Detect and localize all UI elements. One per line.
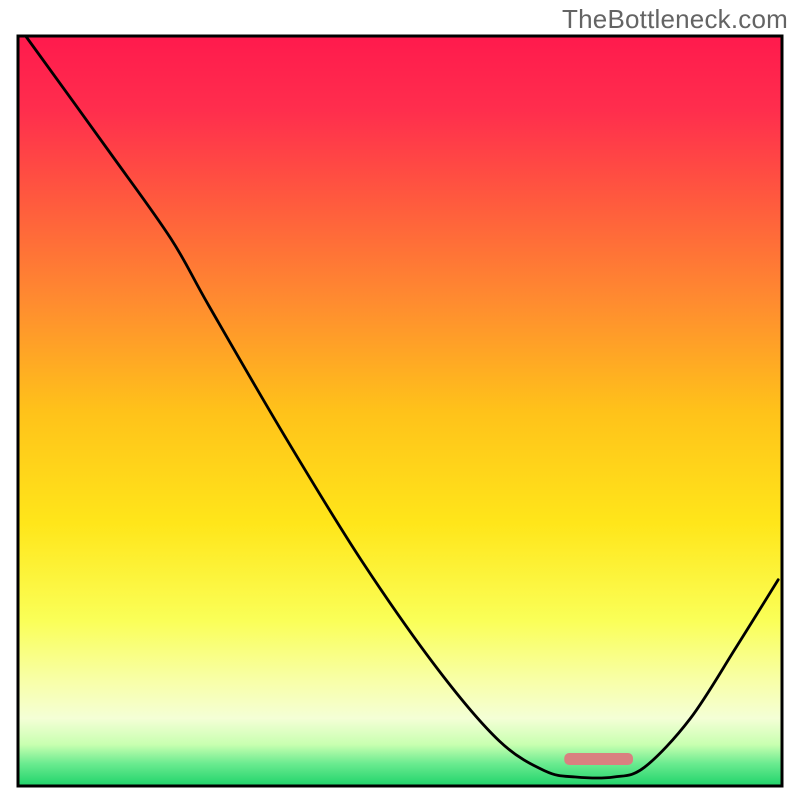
gradient-background xyxy=(18,36,782,786)
bottleneck-chart xyxy=(0,0,800,800)
sweet-spot-marker xyxy=(564,753,633,765)
chart-container: TheBottleneck.com xyxy=(0,0,800,800)
